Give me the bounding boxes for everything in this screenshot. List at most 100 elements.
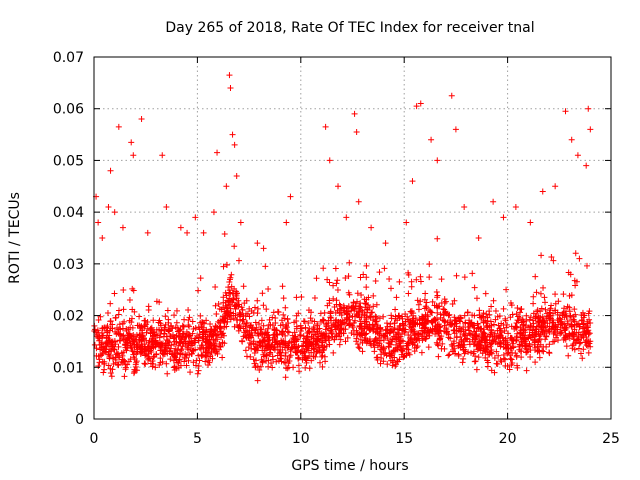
data-point [251,360,258,367]
data-point [429,318,436,325]
data-point [258,317,265,324]
y-tick-label: 0.03 [53,257,84,273]
data-point [107,300,114,307]
data-point [304,333,311,340]
data-point [502,345,509,352]
data-point [424,311,431,318]
data-point [160,348,167,355]
data-point [436,303,443,310]
data-point [133,342,140,349]
data-point [336,301,343,308]
data-point [148,360,155,367]
data-point [574,152,581,159]
data-point [568,323,575,330]
data-point [471,284,478,291]
data-point [462,332,469,339]
data-point [226,72,233,79]
data-point [248,334,255,341]
data-point [265,357,272,364]
data-point [175,364,182,371]
data-point [309,318,316,325]
data-point [413,103,420,110]
data-point [448,341,455,348]
data-point [318,349,325,356]
data-point [270,356,277,363]
data-point [386,353,393,360]
data-point [266,316,273,323]
data-point [125,358,132,365]
data-point [214,325,221,332]
data-point [538,252,545,259]
data-point [530,293,537,300]
data-point [494,361,501,368]
data-point [141,346,148,353]
data-point [513,333,520,340]
data-point [484,324,491,331]
data-point [530,310,537,317]
data-point [477,314,484,321]
data-point [482,333,489,340]
data-point [572,250,579,257]
data-point [439,340,446,347]
data-point [186,314,193,321]
data-point [257,326,264,333]
data-point [95,353,102,360]
data-point [255,330,262,337]
data-point [126,296,133,303]
data-point [583,162,590,169]
data-point [282,360,289,367]
data-point [392,336,399,343]
data-point [130,354,137,361]
data-point [474,320,481,327]
data-point [334,287,341,294]
data-point [479,313,486,320]
data-point [491,330,498,337]
data-point [142,361,149,368]
data-point [173,307,180,314]
data-point [289,332,296,339]
data-point [107,325,114,332]
data-point [363,284,370,291]
data-point [549,338,556,345]
plot-frame [93,56,612,420]
x-tick-label: 25 [602,431,620,447]
data-point [446,351,453,358]
data-point [455,315,462,322]
data-point [166,347,173,354]
data-point [562,333,569,340]
data-point [181,355,188,362]
data-point [382,333,389,340]
data-point [368,224,375,231]
data-point [363,262,370,269]
data-point [408,309,415,316]
data-point [526,326,533,333]
data-point [281,344,288,351]
data-point [442,298,449,305]
data-point [284,356,291,363]
data-point [319,352,326,359]
data-point [151,353,158,360]
data-point [95,316,102,323]
data-point [377,324,384,331]
data-point [162,321,169,328]
data-point [569,342,576,349]
data-point [504,342,511,349]
data-point [392,313,399,320]
data-point [134,367,141,374]
data-point [206,359,213,366]
data-point [502,317,509,324]
data-point [95,362,102,369]
data-point [195,287,202,294]
data-point [104,323,111,330]
data-point [273,358,280,365]
data-point [197,312,204,319]
data-point [505,330,512,337]
data-point [317,359,324,366]
data-point [382,240,389,247]
data-point [575,320,582,327]
data-point [325,337,332,344]
data-point [110,361,117,368]
data-point [102,340,109,347]
data-point [479,350,486,357]
data-point [405,271,412,278]
